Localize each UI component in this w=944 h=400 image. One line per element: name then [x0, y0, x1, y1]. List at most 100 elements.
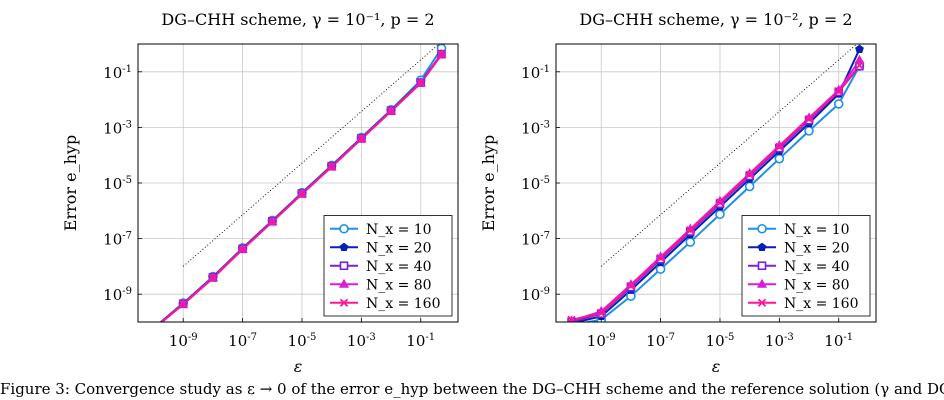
y-tick-label: 10-5 — [103, 175, 132, 193]
grid-lines — [138, 44, 458, 322]
x-tick-label: 10-3 — [765, 332, 794, 350]
series-markers-5 — [150, 50, 446, 333]
x-tick-label: 10-1 — [824, 332, 853, 350]
data-point — [327, 162, 336, 172]
reference-slope-line — [182, 44, 440, 267]
x-tick-label: 10-5 — [706, 332, 735, 350]
data-point — [854, 54, 865, 64]
legend-marker — [757, 223, 767, 234]
data-point — [149, 324, 157, 332]
legend-marker — [339, 261, 349, 271]
legend-entry-4: N_x = 80 — [748, 277, 850, 293]
y-tick-label: 10-5 — [521, 175, 550, 193]
data-point — [626, 281, 636, 290]
series-group — [149, 44, 447, 333]
y-tick-label: 10-1 — [521, 64, 550, 82]
y-tick-label: 10-7 — [103, 231, 132, 249]
data-point — [855, 44, 864, 53]
data-point — [238, 245, 247, 254]
data-point — [567, 315, 576, 322]
legend-label: N_x = 80 — [366, 277, 432, 293]
y-tick-label: 10-9 — [521, 286, 550, 304]
data-point — [208, 273, 218, 283]
data-point — [416, 79, 425, 88]
legend-marker — [339, 242, 349, 251]
legend-label: N_x = 20 — [366, 240, 432, 256]
chart-title: DG–CHH scheme, γ = 10⁻², p = 2 — [579, 10, 852, 29]
figure-caption: Figure 3: Convergence study as ε → 0 of … — [0, 380, 944, 398]
data-point — [775, 142, 784, 151]
data-point — [150, 324, 158, 331]
legend-label: N_x = 20 — [784, 240, 850, 256]
legend-marker — [339, 298, 349, 307]
chart-panel-1: 10-9 10-7 10-5 10-3 10-1 10-9 10-7 10-5 10-3 10-1… — [61, 10, 459, 376]
data-point — [150, 325, 157, 332]
legend-entry-5: N_x = 160 — [748, 296, 859, 312]
legend-marker — [338, 278, 350, 288]
legend-entry-1: N_x = 10 — [330, 222, 432, 238]
data-point — [597, 308, 606, 318]
y-axis-label: Error e_hyp — [61, 135, 80, 231]
data-point — [685, 237, 696, 247]
y-axis-label: Error e_hyp — [479, 135, 498, 231]
data-point — [774, 153, 785, 164]
data-point — [656, 253, 665, 263]
data-point — [715, 198, 725, 207]
x-tick-label: 10-1 — [406, 332, 435, 350]
data-point — [386, 107, 396, 116]
x-axis-label: ε — [712, 357, 721, 376]
legend-label: N_x = 160 — [366, 296, 441, 312]
legend: N_x = 10 N_x = 20 N_x = 40 N_x = 80 N_x = 16… — [323, 215, 453, 317]
x-tick-label: 10-9 — [169, 332, 198, 350]
data-point — [855, 61, 864, 70]
legend-entry-4: N_x = 80 — [330, 277, 432, 293]
x-tick-label: 10-9 — [587, 332, 616, 350]
reference-slope-line — [600, 44, 858, 267]
data-point — [744, 181, 755, 192]
legend-entry-1: N_x = 10 — [748, 222, 850, 238]
y-tick-label: 10-1 — [103, 64, 132, 82]
legend-entry-2: N_x = 20 — [330, 240, 432, 256]
y-tick-label: 10-9 — [103, 286, 132, 304]
data-point — [833, 99, 844, 109]
series-markers-5 — [567, 61, 864, 322]
legend-label: N_x = 80 — [784, 277, 850, 293]
data-point — [179, 300, 188, 309]
data-point — [655, 264, 666, 274]
data-point — [150, 326, 157, 333]
data-point — [834, 87, 843, 96]
chart-title: DG–CHH scheme, γ = 10⁻¹, p = 2 — [161, 10, 434, 29]
legend-label: N_x = 10 — [366, 222, 432, 238]
legend-marker — [757, 242, 767, 251]
legend-label: N_x = 40 — [366, 259, 432, 275]
data-point — [357, 134, 366, 144]
data-point — [268, 217, 277, 226]
data-point — [150, 324, 158, 332]
x-tick-label: 10-5 — [288, 332, 317, 350]
x-tick-label: 10-3 — [347, 332, 376, 350]
data-point — [297, 189, 307, 199]
chart-figure: 10-9 10-7 10-5 10-3 10-1 10-9 10-7 10-5 10-3 10-1… — [61, 10, 877, 376]
legend-marker — [757, 261, 767, 271]
x-tick-label: 10-7 — [228, 332, 257, 350]
y-tick-label: 10-7 — [521, 231, 550, 249]
legend-entry-3: N_x = 40 — [748, 259, 850, 275]
data-point — [804, 126, 814, 136]
legend-label: N_x = 160 — [784, 296, 859, 312]
legend-marker — [339, 223, 349, 234]
legend: N_x = 10 N_x = 20 N_x = 40 N_x = 80 N_x = 16… — [741, 215, 871, 317]
legend-marker — [757, 298, 767, 307]
x-tick-label: 10-7 — [646, 332, 675, 350]
chart-panel-2: 10-9 10-7 10-5 10-3 10-1 10-9 10-7 10-5 10-3 10-1… — [479, 10, 877, 376]
legend-marker — [756, 278, 768, 288]
series-group — [567, 44, 865, 322]
data-point — [437, 50, 446, 59]
x-axis-label: ε — [294, 357, 303, 376]
legend-label: N_x = 10 — [784, 222, 850, 238]
legend-entry-2: N_x = 20 — [748, 240, 850, 256]
data-point — [804, 114, 814, 124]
y-tick-label: 10-3 — [103, 119, 132, 137]
legend-entry-5: N_x = 160 — [330, 296, 441, 312]
legend-label: N_x = 40 — [784, 259, 850, 275]
